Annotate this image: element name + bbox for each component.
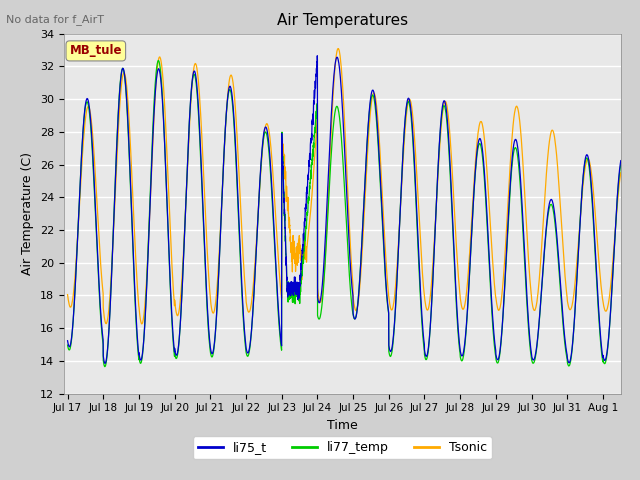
Text: MB_tule: MB_tule <box>70 44 122 58</box>
Text: No data for f_AirT: No data for f_AirT <box>6 14 104 25</box>
Y-axis label: Air Temperature (C): Air Temperature (C) <box>22 152 35 275</box>
Title: Air Temperatures: Air Temperatures <box>277 13 408 28</box>
Legend: li75_t, li77_temp, Tsonic: li75_t, li77_temp, Tsonic <box>193 436 492 459</box>
X-axis label: Time: Time <box>327 419 358 432</box>
